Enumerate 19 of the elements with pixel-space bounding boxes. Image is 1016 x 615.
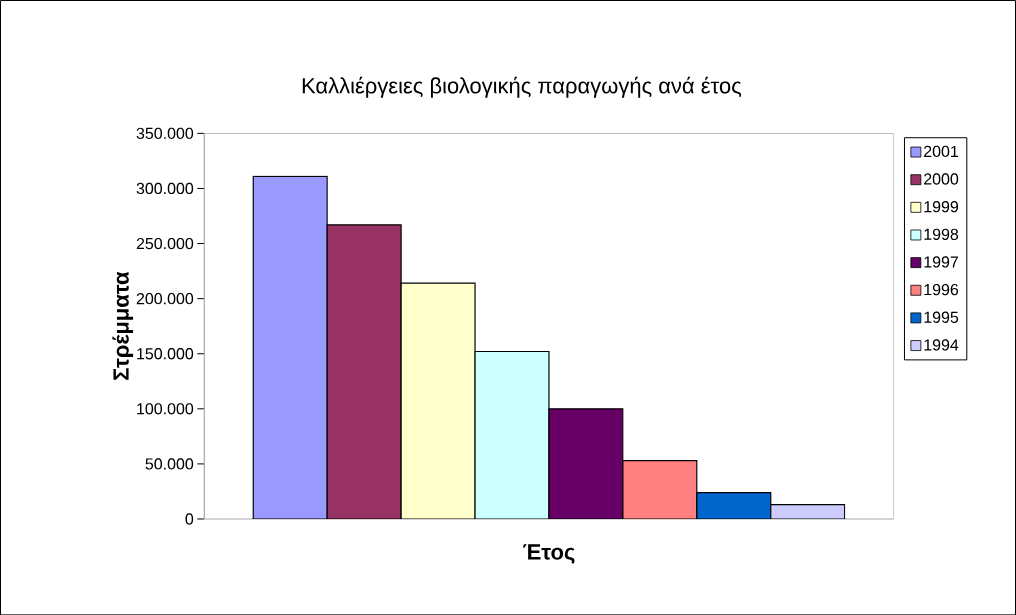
y-tick-label: 250.000: [136, 237, 194, 250]
legend-label: 2001: [924, 145, 959, 157]
legend-label: 1999: [924, 200, 959, 213]
legend-label: 2000: [924, 173, 959, 185]
y-tick-label: 0: [185, 513, 194, 525]
x-axis-title: Έτος: [523, 544, 575, 564]
y-tick-label: 300.000: [136, 182, 194, 194]
y-tick-label: 350.000: [136, 127, 194, 139]
y-tick-label: 100.000: [137, 402, 194, 415]
legend-label: 1997: [924, 256, 958, 268]
y-axis-title: Στρέμματα: [112, 271, 134, 380]
y-tick-label: 150.000: [137, 347, 194, 360]
y-tick-label: 50.000: [145, 458, 194, 470]
legend-label: 1998: [924, 228, 959, 240]
legend-label: 1995: [924, 311, 959, 323]
legend-label: 1996: [924, 283, 959, 296]
legend-label: 1994: [924, 339, 959, 351]
chart-title: Καλλιέργειες βιολογικής παραγωγής ανά έτος: [302, 76, 742, 98]
y-tick-label: 200.000: [136, 292, 194, 305]
